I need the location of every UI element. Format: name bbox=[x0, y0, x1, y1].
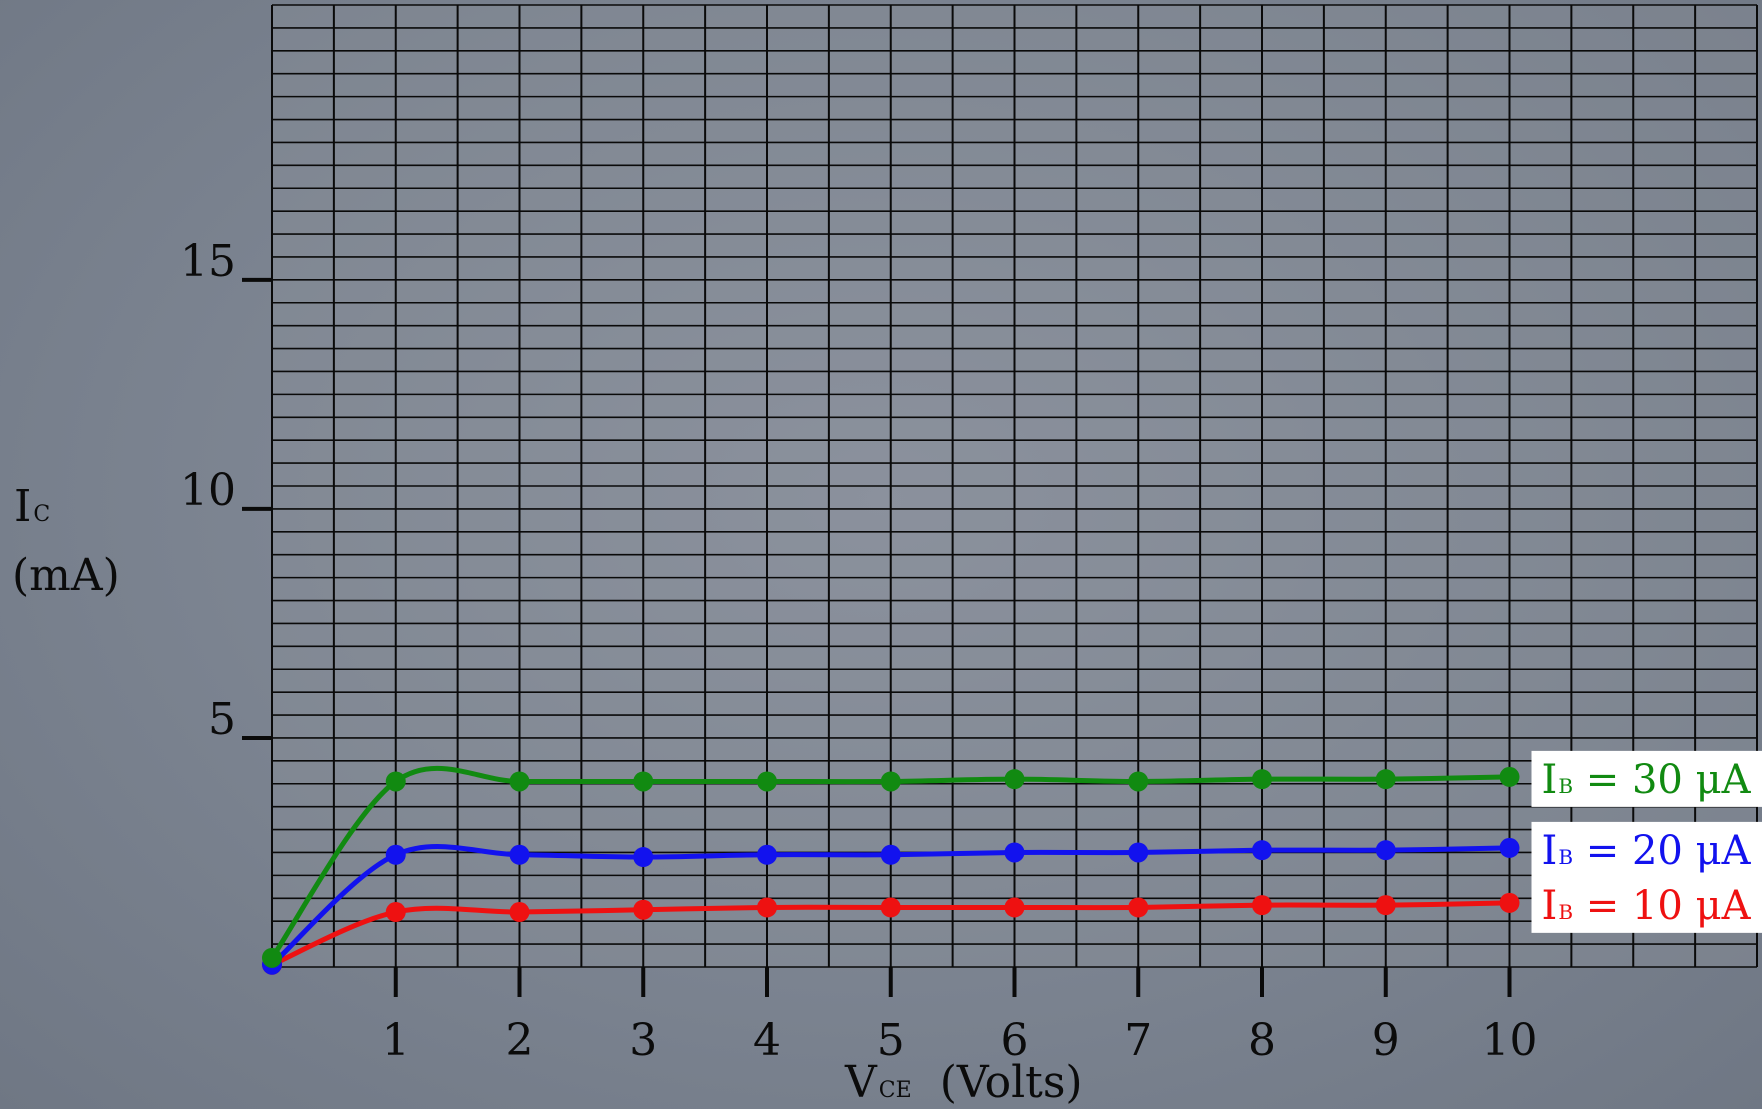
data-point bbox=[509, 844, 530, 865]
x-axis-title-unit: (Volts) bbox=[940, 1057, 1083, 1108]
y-axis-unit: (mA) bbox=[12, 550, 120, 601]
x-tick-label: 4 bbox=[753, 1015, 781, 1066]
x-tick-label: 1 bbox=[382, 1015, 410, 1066]
data-point bbox=[262, 947, 282, 968]
data-point bbox=[633, 847, 654, 868]
x-axis-title-sub: CE bbox=[879, 1078, 912, 1103]
data-point bbox=[1499, 837, 1520, 858]
legend-label-rest: = 10 μA bbox=[1573, 883, 1752, 929]
data-point bbox=[1128, 771, 1149, 792]
data-point bbox=[1252, 840, 1272, 861]
x-tick-label: 2 bbox=[506, 1015, 534, 1066]
data-point bbox=[1004, 842, 1025, 863]
grid bbox=[271, 4, 1758, 968]
y-tick-label: 10 bbox=[180, 465, 236, 516]
data-point bbox=[757, 771, 777, 792]
legend-label-main: I bbox=[1542, 757, 1558, 803]
data-point bbox=[509, 902, 530, 923]
data-point bbox=[1375, 769, 1396, 790]
data-point bbox=[509, 771, 530, 792]
data-point bbox=[1004, 769, 1025, 790]
legend-label: IB = 10 μA bbox=[1542, 883, 1752, 929]
x-axis-title-main: V bbox=[844, 1057, 878, 1108]
data-point bbox=[1375, 895, 1396, 916]
data-point bbox=[757, 897, 777, 918]
axis-ticks: 1 2 3 4 5 6 7 8 9 10 5 10 15 bbox=[180, 236, 1538, 1066]
y-tick-label: 5 bbox=[208, 694, 236, 745]
legend-box bbox=[1531, 821, 1762, 878]
data-point bbox=[385, 771, 406, 792]
legend-label-main: I bbox=[1542, 828, 1558, 874]
legend-label-main: I bbox=[1542, 883, 1558, 929]
data-point bbox=[757, 844, 777, 865]
series-lines bbox=[262, 765, 1520, 975]
data-point bbox=[1128, 842, 1149, 863]
x-tick-label: 7 bbox=[1124, 1015, 1152, 1066]
x-tick-label: 10 bbox=[1482, 1015, 1538, 1066]
data-point bbox=[385, 844, 406, 865]
data-point bbox=[1128, 897, 1149, 918]
x-tick-label: 3 bbox=[629, 1015, 657, 1066]
legend-label-rest: = 20 μA bbox=[1573, 828, 1752, 874]
legend-label-sub: B bbox=[1558, 845, 1573, 869]
x-tick-label: 6 bbox=[1001, 1015, 1029, 1066]
data-point bbox=[880, 897, 901, 918]
data-point bbox=[633, 771, 654, 792]
data-point bbox=[1499, 892, 1520, 913]
data-point bbox=[1252, 769, 1272, 790]
x-axis-title: VCE (Volts) bbox=[844, 1057, 1083, 1108]
x-tick-label: 9 bbox=[1372, 1015, 1400, 1066]
x-tick-label: 8 bbox=[1248, 1015, 1276, 1066]
x-tick-label: 5 bbox=[877, 1015, 905, 1066]
legend-label-rest: = 30 μA bbox=[1573, 757, 1752, 803]
data-point bbox=[880, 771, 901, 792]
data-point bbox=[1375, 840, 1396, 861]
y-axis-title-main: I bbox=[14, 481, 31, 532]
data-point bbox=[1004, 897, 1025, 918]
y-tick-label: 15 bbox=[180, 236, 236, 287]
data-point bbox=[880, 844, 901, 865]
legend-label-sub: B bbox=[1558, 900, 1573, 924]
legend-label: IB = 20 μA bbox=[1542, 828, 1752, 874]
legend-label-sub: B bbox=[1558, 774, 1573, 798]
data-point bbox=[1499, 766, 1520, 787]
data-point bbox=[1252, 895, 1272, 916]
legend-box bbox=[1531, 876, 1762, 933]
legend-label: IB = 30 μA bbox=[1542, 757, 1752, 803]
y-axis-title-sub: C bbox=[33, 502, 50, 527]
legend-box bbox=[1531, 750, 1762, 807]
data-point bbox=[385, 902, 406, 923]
data-point bbox=[633, 899, 654, 920]
y-axis-title: IC bbox=[14, 481, 50, 532]
